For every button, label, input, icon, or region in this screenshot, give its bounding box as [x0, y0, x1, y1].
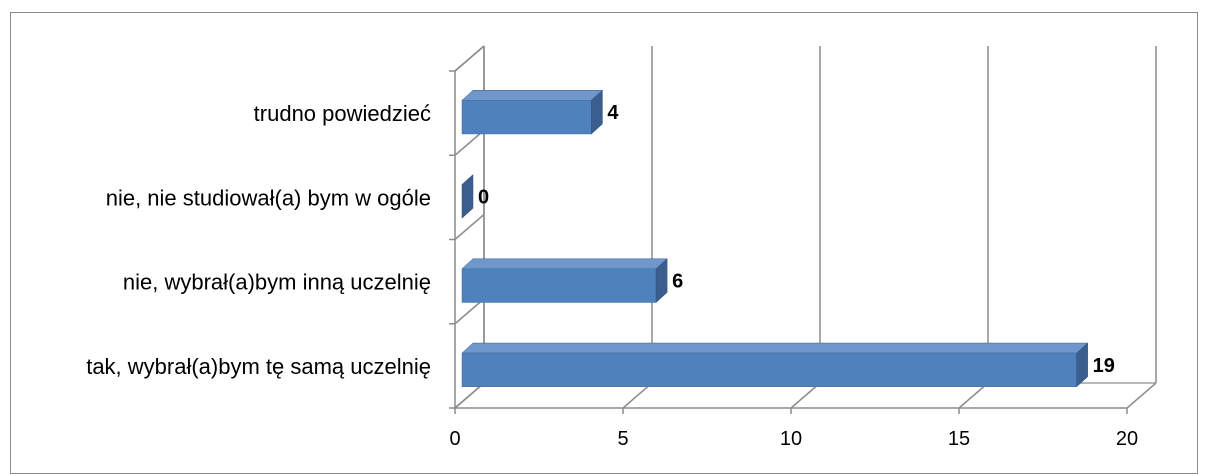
floor-gridline — [790, 382, 821, 409]
bar — [461, 89, 604, 135]
x-tick-label: 0 — [449, 428, 460, 450]
bar-front-face — [461, 100, 592, 135]
bar — [461, 342, 1089, 388]
bar-side-face — [1076, 342, 1088, 388]
floor-gridline — [958, 382, 989, 409]
x-tick-label: 15 — [948, 428, 970, 450]
data-label: 6 — [672, 271, 683, 293]
label-layer: 0 5 10 15 20 19 tak, wybrał(a)bym tę samą ucze… — [86, 101, 1138, 450]
bar-side-face — [461, 173, 474, 219]
floor-gridline — [622, 382, 653, 409]
bar — [461, 258, 668, 304]
data-label: 19 — [1093, 355, 1115, 377]
left-wall-top-edge — [454, 45, 485, 72]
bar-layer — [461, 89, 1089, 388]
data-label: 0 — [478, 186, 489, 208]
chart-frame — [10, 12, 1198, 474]
bar-front-face — [461, 268, 657, 303]
bar-top-face — [461, 258, 668, 270]
left-wall-gridline — [454, 382, 485, 409]
left-wall-gridline — [454, 213, 485, 241]
bar-front-face — [461, 352, 1077, 387]
left-wall-gridline — [454, 129, 485, 156]
left-wall-gridline — [454, 298, 485, 325]
bar-side-face — [655, 258, 668, 304]
category-label: tak, wybrał(a)bym tę samą uczelnię — [86, 354, 431, 379]
data-label: 4 — [607, 102, 619, 124]
x-tick-label: 10 — [780, 428, 802, 450]
floor-gridline — [1126, 382, 1157, 409]
bar-top-face — [461, 342, 1089, 354]
category-label: trudno powiedzieć — [254, 101, 431, 126]
x-tick-label: 5 — [617, 428, 628, 450]
bar — [461, 173, 474, 219]
bar-side-face — [591, 89, 603, 135]
bar-top-face — [461, 90, 604, 101]
category-label: nie, wybrał(a)bym inną uczelnię — [123, 270, 431, 295]
x-tick-label: 20 — [1116, 428, 1138, 450]
category-label: nie, nie studiował(a) bym w ogóle — [106, 185, 431, 210]
